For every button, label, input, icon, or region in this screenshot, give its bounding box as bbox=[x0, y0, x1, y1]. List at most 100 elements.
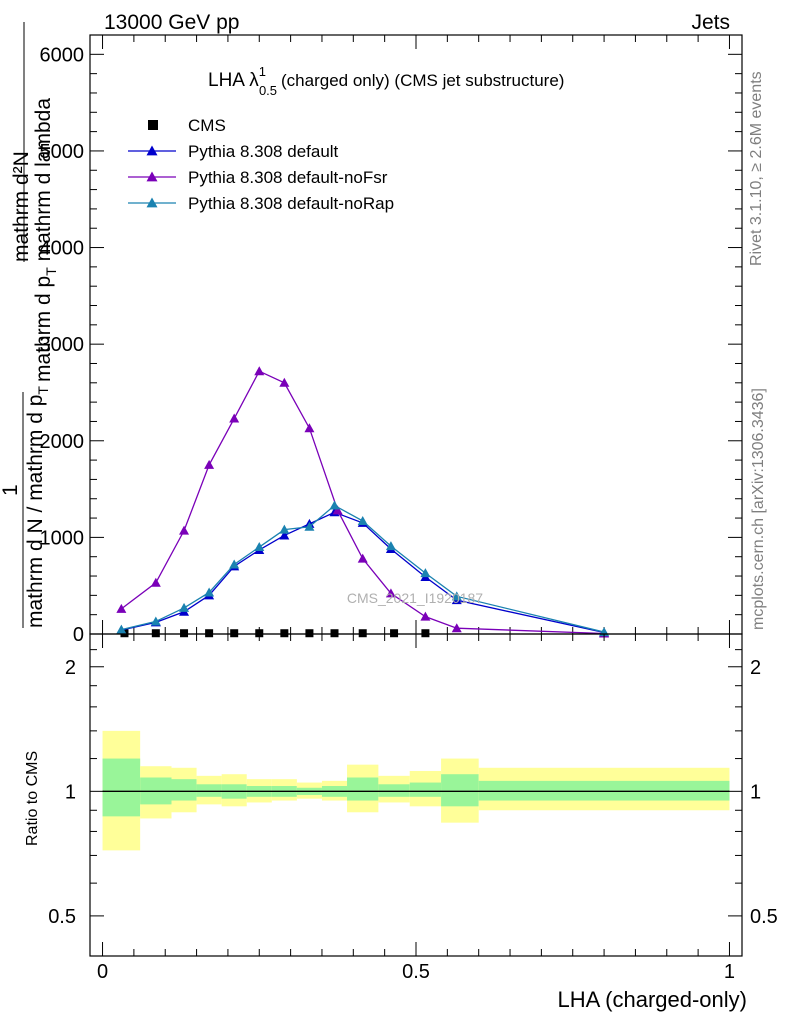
data-point bbox=[254, 366, 265, 376]
data-point bbox=[358, 629, 367, 638]
legend-item: Pythia 8.308 default bbox=[128, 142, 339, 161]
main-ytick-label: 3000 bbox=[40, 334, 85, 356]
main-ytick-label: 6000 bbox=[40, 44, 85, 66]
legend: CMS Pythia 8.308 default Pythia 8.308 defa… bbox=[128, 116, 394, 213]
main-panel: 0 1000 2000 3000 4000 5000 6000 CMS_2021_I1920… bbox=[0, 22, 743, 646]
main-ytick-label: 1000 bbox=[40, 527, 85, 549]
data-point bbox=[330, 629, 339, 638]
ylabel-top-line2-a: mathrm d p bbox=[32, 276, 55, 382]
ratio-ytick-label-right: 2 bbox=[750, 657, 761, 679]
data-point bbox=[420, 568, 431, 578]
ratio-panel: 0.5 0.5 1 1 2 2 0 0.5 1 Ratio to CMS LHA (charge… bbox=[24, 633, 778, 1012]
legend-label: Pythia 8.308 default bbox=[188, 142, 339, 161]
ratio-ytick-label-right: 0.5 bbox=[750, 906, 778, 928]
ylabel-num: 1 bbox=[0, 484, 22, 496]
main-axis-ticks: 0 1000 2000 3000 4000 5000 6000 bbox=[40, 35, 742, 646]
data-point bbox=[179, 525, 190, 535]
data-point bbox=[151, 629, 160, 638]
data-point bbox=[254, 542, 265, 552]
data-point bbox=[304, 521, 315, 531]
main-ytick-label: 0 bbox=[73, 624, 84, 646]
series-line bbox=[120, 370, 605, 635]
ratio-ylabel: Ratio to CMS bbox=[24, 751, 41, 846]
legend-item: Pythia 8.308 default-noFsr bbox=[128, 168, 388, 187]
ylabel-top-sub: T bbox=[43, 267, 59, 276]
main-ytick-label: 5000 bbox=[40, 141, 85, 163]
data-point bbox=[279, 377, 290, 387]
ratio-ytick-label-right: 1 bbox=[750, 781, 761, 803]
legend-label: CMS bbox=[188, 116, 226, 135]
series-cms bbox=[120, 629, 430, 638]
plot-title: LHA λ1 0.5 (charged only) (CMS jet substru… bbox=[208, 64, 564, 98]
plot-title-sub: 0.5 bbox=[259, 83, 277, 98]
main-ytick-label: 2000 bbox=[40, 431, 85, 453]
data-point bbox=[180, 629, 189, 638]
data-point bbox=[304, 423, 315, 433]
ratio-frame bbox=[89, 633, 743, 957]
mcplots-label: mcplots.cern.ch [arXiv:1306.3436] bbox=[750, 388, 767, 630]
plot-title-main: LHA λ bbox=[208, 70, 259, 91]
legend-marker bbox=[146, 171, 158, 182]
series-noFsr bbox=[116, 366, 610, 638]
ratio-band-inner bbox=[102, 758, 141, 817]
xtick-label: 0.5 bbox=[402, 961, 430, 983]
data-point bbox=[279, 524, 290, 534]
data-point bbox=[150, 616, 161, 626]
ratio-band-inner bbox=[409, 782, 442, 797]
data-point bbox=[204, 459, 215, 469]
data-point bbox=[205, 629, 214, 638]
data-point bbox=[279, 530, 290, 540]
ylabel-top-line1: mathrm d²N bbox=[10, 151, 33, 262]
series-default bbox=[116, 507, 610, 637]
data-point bbox=[385, 541, 396, 551]
ylabel-den-sub: T bbox=[35, 386, 51, 395]
ratio-ytick-label: 2 bbox=[65, 657, 76, 679]
series-line bbox=[121, 504, 605, 633]
ratio-band-inner bbox=[196, 784, 222, 797]
data-point bbox=[179, 602, 190, 612]
ylabel-den: mathrm d N / mathrm d pT bbox=[24, 386, 51, 628]
xtick-label: 1 bbox=[724, 961, 735, 983]
data-point bbox=[385, 588, 396, 598]
data-point bbox=[451, 623, 462, 633]
watermark: CMS_2021_I1920187 bbox=[347, 590, 483, 606]
series-noRap bbox=[116, 500, 610, 637]
ylabel-top-line2: mathrm d pT mathrm d lambda bbox=[32, 98, 59, 382]
data-point bbox=[280, 629, 289, 638]
legend-marker bbox=[148, 120, 158, 130]
xtick-label: 0 bbox=[97, 961, 108, 983]
header-right: Jets bbox=[691, 11, 730, 34]
legend-label: Pythia 8.308 default-noRap bbox=[188, 194, 394, 213]
data-point bbox=[305, 629, 314, 638]
x-axis-label: LHA (charged-only) bbox=[557, 987, 747, 1012]
data-point bbox=[357, 515, 368, 525]
data-point bbox=[116, 603, 127, 613]
data-point bbox=[451, 591, 462, 601]
ratio-ytick-label: 1 bbox=[65, 781, 76, 803]
data-point bbox=[329, 500, 340, 510]
data-point bbox=[229, 559, 240, 569]
data-point bbox=[357, 553, 368, 563]
series-line bbox=[121, 511, 605, 634]
data-point bbox=[150, 577, 161, 587]
data-point bbox=[255, 629, 264, 638]
plot-title-sup: 1 bbox=[259, 64, 266, 79]
data-point bbox=[230, 629, 239, 638]
data-point bbox=[204, 587, 215, 597]
legend-marker bbox=[146, 197, 158, 208]
legend-item: Pythia 8.308 default-noRap bbox=[128, 194, 394, 213]
ratio-band-inner bbox=[171, 779, 197, 801]
data-point bbox=[420, 611, 431, 621]
y-axis-label: mathrm d²N mathrm d pT mathrm d lambda 1… bbox=[0, 22, 59, 628]
data-point bbox=[421, 629, 430, 638]
data-point bbox=[229, 413, 240, 423]
ratio-axis-ticks: 0.5 0.5 1 1 2 2 0 0.5 1 bbox=[48, 634, 778, 983]
legend-label: Pythia 8.308 default-noFsr bbox=[188, 168, 388, 187]
header-left: 13000 GeV pp bbox=[104, 11, 239, 34]
ratio-bands bbox=[102, 730, 730, 851]
legend-marker bbox=[146, 145, 158, 156]
data-point bbox=[332, 505, 343, 515]
data-point bbox=[116, 624, 127, 634]
ratio-band-inner bbox=[347, 777, 379, 801]
